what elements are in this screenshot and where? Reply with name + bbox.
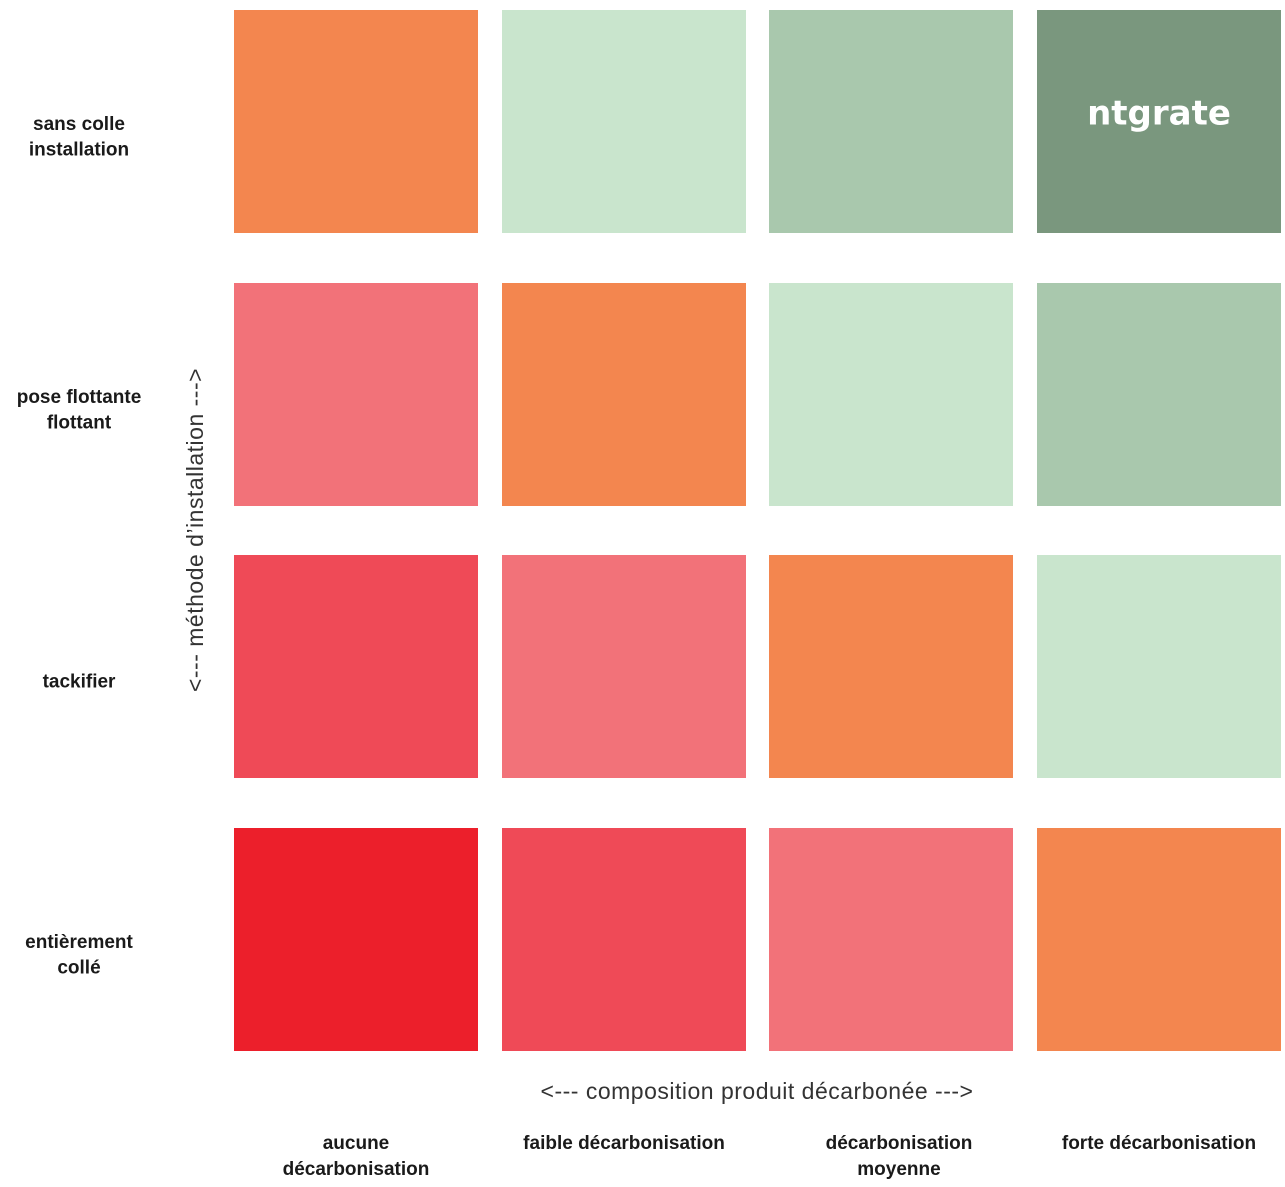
matrix-cell <box>1037 10 1281 233</box>
column-label: moyenne <box>857 1159 940 1180</box>
brand-logo: ntgrate <box>1087 94 1231 134</box>
y-axis-label: <--- méthode d’installation ---> <box>182 368 208 692</box>
matrix-cell <box>769 10 1013 233</box>
column-label: décarbonisation <box>826 1133 973 1154</box>
matrix-cell <box>502 10 746 233</box>
column-label: forte décarbonisation <box>1062 1133 1256 1154</box>
column-label: faible décarbonisation <box>523 1133 725 1154</box>
matrix-cell <box>234 10 478 233</box>
matrix-cell <box>1037 828 1281 1051</box>
matrix-cell <box>234 828 478 1051</box>
x-axis-label: <--- composition produit décarbonée ---> <box>541 1078 974 1104</box>
matrix-cell <box>769 828 1013 1051</box>
matrix-cell <box>502 828 746 1051</box>
row-label: pose flottante <box>17 387 142 408</box>
row-label: flottant <box>47 412 112 433</box>
row-label: collé <box>57 957 100 978</box>
row-label: tackifier <box>43 672 116 693</box>
matrix-cell <box>502 555 746 778</box>
column-label: décarbonisation <box>283 1159 430 1180</box>
matrix-cell <box>502 283 746 506</box>
matrix-cell <box>769 283 1013 506</box>
row-label: installation <box>29 139 129 160</box>
matrix-cell <box>234 555 478 778</box>
row-label: entièrement <box>25 932 133 953</box>
matrix-cell <box>234 283 478 506</box>
matrix-cell <box>1037 283 1281 506</box>
column-label: aucune <box>323 1133 390 1154</box>
row-label: sans colle <box>33 114 125 135</box>
matrix-cell <box>1037 555 1281 778</box>
matrix-cell <box>769 555 1013 778</box>
